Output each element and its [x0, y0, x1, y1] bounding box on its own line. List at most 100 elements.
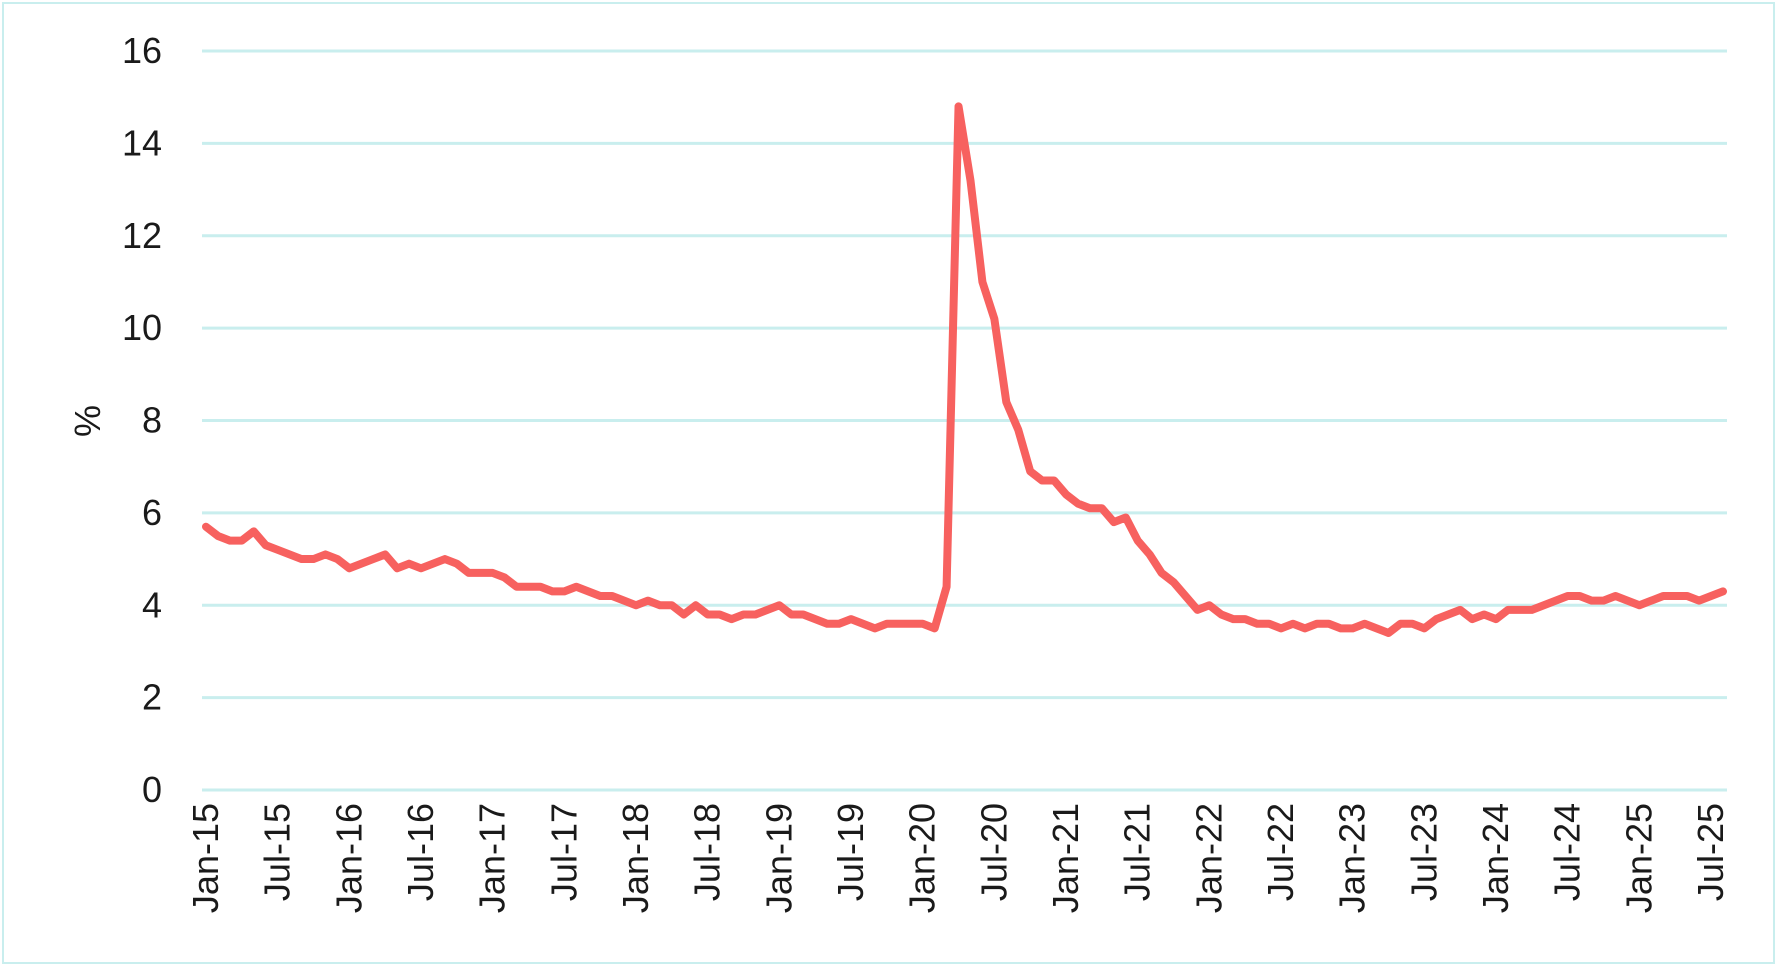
data-point	[896, 621, 902, 627]
data-point	[1063, 491, 1069, 497]
x-tick-label: Jul-18	[687, 803, 728, 901]
data-point	[609, 593, 615, 599]
data-point	[1182, 593, 1188, 599]
y-tick-label: 14	[122, 122, 162, 163]
y-tick-label: 16	[122, 30, 162, 71]
data-point	[1636, 602, 1642, 608]
data-point	[812, 616, 818, 622]
data-point	[537, 584, 543, 590]
x-tick-label: Jan-15	[185, 803, 226, 913]
data-point	[1684, 593, 1690, 599]
data-point	[800, 611, 806, 617]
x-tick-label: Jul-17	[543, 803, 584, 901]
data-point	[275, 547, 281, 553]
data-point	[1445, 611, 1451, 617]
x-tick-label: Jul-15	[257, 803, 298, 901]
x-tick-label: Jan-19	[758, 803, 799, 913]
data-point	[287, 551, 293, 557]
x-tick-label: Jan-20	[902, 803, 943, 913]
x-tick-label: Jul-24	[1547, 803, 1588, 901]
data-point	[1206, 602, 1212, 608]
data-point	[1278, 625, 1284, 631]
data-point	[944, 584, 950, 590]
y-tick-label: 12	[122, 215, 162, 256]
data-point	[1290, 621, 1296, 627]
x-tick-label: Jan-24	[1475, 803, 1516, 913]
data-point	[1469, 616, 1475, 622]
data-point	[1553, 598, 1559, 604]
y-tick-label: 0	[142, 769, 162, 810]
data-point	[872, 625, 878, 631]
data-point	[1194, 607, 1200, 613]
data-point	[1135, 538, 1141, 544]
data-point	[1720, 588, 1726, 594]
data-point	[597, 593, 603, 599]
data-point	[1696, 598, 1702, 604]
data-point	[334, 556, 340, 562]
data-point	[358, 561, 364, 567]
data-point	[633, 602, 639, 608]
data-point	[1397, 621, 1403, 627]
data-point	[1433, 616, 1439, 622]
data-point	[1087, 505, 1093, 511]
data-point	[681, 611, 687, 617]
data-point	[526, 584, 532, 590]
x-tick-label: Jan-21	[1045, 803, 1086, 913]
data-point	[848, 616, 854, 622]
data-point	[1672, 593, 1678, 599]
data-point	[1409, 621, 1415, 627]
data-point	[1708, 593, 1714, 599]
data-point	[1314, 621, 1320, 627]
y-tick-label: 6	[142, 492, 162, 533]
data-point	[1541, 602, 1547, 608]
data-point	[1613, 593, 1619, 599]
data-point	[1648, 598, 1654, 604]
data-point	[1111, 519, 1117, 525]
data-point	[1505, 607, 1511, 613]
data-point	[1123, 514, 1129, 520]
y-tick-label: 8	[142, 400, 162, 441]
data-point	[251, 528, 257, 534]
gridlines	[202, 49, 1727, 792]
data-point	[514, 584, 520, 590]
data-point	[693, 602, 699, 608]
data-point	[1493, 616, 1499, 622]
data-point	[741, 611, 747, 617]
data-point	[1577, 593, 1583, 599]
data-point	[1075, 501, 1081, 507]
data-point	[1302, 625, 1308, 631]
data-point	[1374, 625, 1380, 631]
data-point	[967, 177, 973, 183]
data-point	[585, 588, 591, 594]
data-point	[561, 588, 567, 594]
data-point	[729, 616, 735, 622]
data-point	[1230, 616, 1236, 622]
x-tick-label: Jul-25	[1690, 803, 1731, 901]
data-point	[502, 575, 508, 581]
y-tick-label: 2	[142, 677, 162, 718]
data-point	[705, 611, 711, 617]
data-point	[382, 551, 388, 557]
data-point	[669, 602, 675, 608]
x-tick-label: Jan-22	[1188, 803, 1229, 913]
data-point	[932, 625, 938, 631]
data-point	[1171, 579, 1177, 585]
data-point	[764, 607, 770, 613]
x-tick-label: Jan-25	[1618, 803, 1659, 913]
data-point	[430, 561, 436, 567]
data-point	[956, 103, 962, 109]
data-point	[1254, 621, 1260, 627]
data-point	[322, 551, 328, 557]
data-point	[1159, 570, 1165, 576]
data-point	[860, 621, 866, 627]
data-point	[717, 611, 723, 617]
data-point	[1051, 478, 1057, 484]
x-tick-label: Jul-19	[830, 803, 871, 901]
data-point	[752, 611, 758, 617]
y-tick-label: 4	[142, 584, 162, 625]
data-point	[263, 542, 269, 548]
data-point	[1015, 427, 1021, 433]
data-point	[406, 561, 412, 567]
data-point	[908, 621, 914, 627]
